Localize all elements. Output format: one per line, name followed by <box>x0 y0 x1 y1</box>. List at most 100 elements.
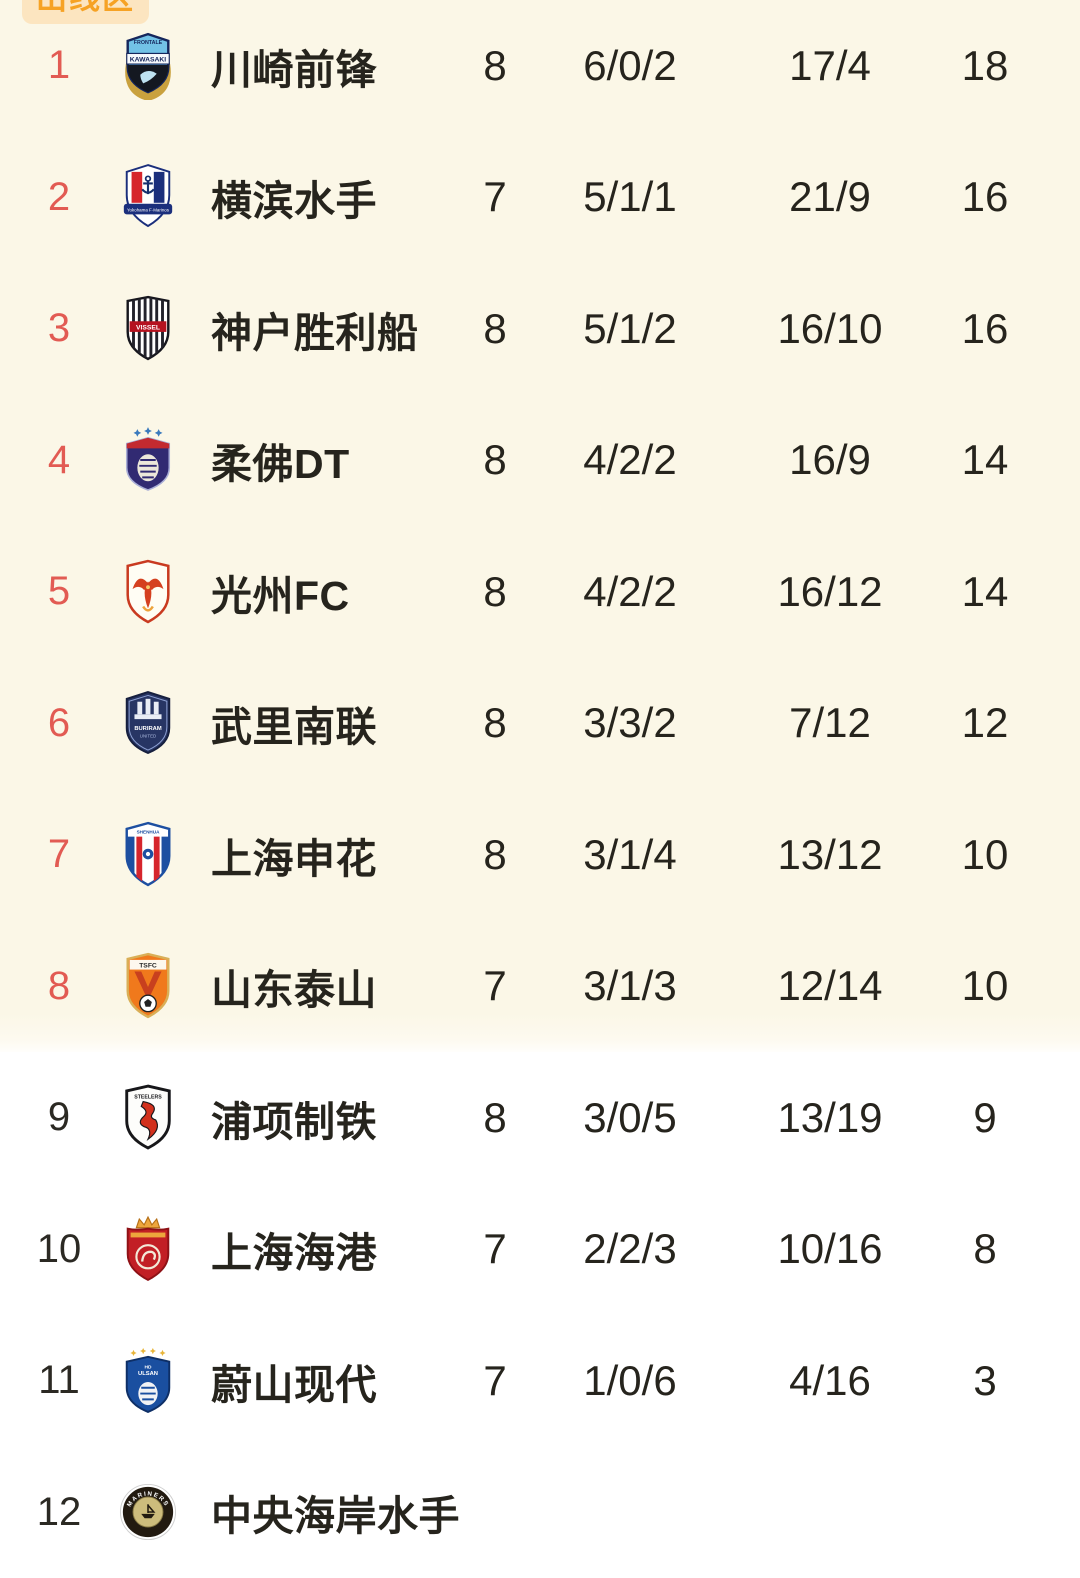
team-name: 上海申花 <box>178 825 450 885</box>
points: 16 <box>940 305 1030 353</box>
table-row[interactable]: 1 FRONTALE KAWASAKI 川崎前锋 8 6/0/2 17/4 18 <box>0 0 1080 132</box>
vissel-kobe-badge: VISSEL <box>118 295 178 363</box>
rank: 1 <box>0 43 118 88</box>
matches-played: 7 <box>450 962 540 1010</box>
points: 14 <box>940 436 1030 484</box>
win-draw-loss: 3/1/4 <box>540 831 720 879</box>
qualified-section: 出线区 1 FRONTALE KAWASAKI 川崎前锋 8 6/0/2 17/… <box>0 0 1080 1052</box>
table-row[interactable]: 4 柔佛DT 8 4/2/2 16/9 14 <box>0 395 1080 527</box>
goals-for-against: 16/12 <box>720 568 940 616</box>
johor-darul-tazim-badge <box>118 426 178 494</box>
goals-for-against: 16/9 <box>720 436 940 484</box>
pohang-steelers-badge-image: STEELERS <box>119 1084 177 1152</box>
rank: 6 <box>0 701 118 746</box>
svg-text:HD: HD <box>145 1364 152 1370</box>
win-draw-loss: 2/2/3 <box>540 1225 720 1273</box>
svg-text:Yokohama F·Marinos: Yokohama F·Marinos <box>127 208 170 213</box>
rank: 2 <box>0 175 118 220</box>
yokohama-f-marinos-badge: Yokohama F·Marinos <box>118 163 178 231</box>
shanghai-shenhua-badge: SHENHUA <box>118 821 178 889</box>
matches-played: 8 <box>450 831 540 879</box>
table-row[interactable]: 2 Yokohama F·Marinos 横滨水手 7 5/1/1 21/9 1… <box>0 132 1080 264</box>
matches-played: 8 <box>450 568 540 616</box>
gwangju-fc-badge-image <box>119 558 177 626</box>
goals-for-against: 10/16 <box>720 1225 940 1273</box>
rank: 5 <box>0 569 118 614</box>
shanghai-port-badge-image <box>119 1215 177 1283</box>
table-row[interactable]: 8 TSFC 山东泰山 7 3/1/3 12/14 10 <box>0 921 1080 1053</box>
yokohama-f-marinos-badge-image: Yokohama F·Marinos <box>119 163 177 231</box>
goals-for-against: 7/12 <box>720 699 940 747</box>
rank: 9 <box>0 1095 118 1140</box>
team-name: 柔佛DT <box>178 430 450 490</box>
lower-section: 9 STEELERS 浦项制铁 8 3/0/5 13/19 9 10 <box>0 1052 1080 1578</box>
qualification-zone-badge: 出线区 <box>22 0 149 24</box>
points: 10 <box>940 831 1030 879</box>
svg-text:SHENHUA: SHENHUA <box>137 829 161 834</box>
team-name: 光州FC <box>178 562 450 622</box>
pohang-steelers-badge: STEELERS <box>118 1084 178 1152</box>
buriram-united-badge: BURIRAM UNITED <box>118 689 178 757</box>
matches-played: 8 <box>450 436 540 484</box>
win-draw-loss: 3/3/2 <box>540 699 720 747</box>
team-name: 中央海岸水手 <box>178 1482 450 1542</box>
win-draw-loss: 6/0/2 <box>540 42 720 90</box>
vissel-kobe-badge-image: VISSEL <box>119 295 177 363</box>
rank: 8 <box>0 964 118 1009</box>
points: 16 <box>940 173 1030 221</box>
table-row[interactable]: 3 VISSEL 神户胜利船 8 5/1/2 16/10 16 <box>0 263 1080 395</box>
win-draw-loss: 5/1/2 <box>540 305 720 353</box>
points: 18 <box>940 42 1030 90</box>
table-row[interactable]: 9 STEELERS 浦项制铁 8 3/0/5 13/19 9 <box>0 1052 1080 1184</box>
points: 8 <box>940 1225 1030 1273</box>
table-row[interactable]: 11 HD ULSAN 蔚山现代 7 1/0/ <box>0 1315 1080 1447</box>
kawasaki-frontale-badge: FRONTALE KAWASAKI <box>118 32 178 100</box>
goals-for-against: 13/12 <box>720 831 940 879</box>
svg-text:TSFC: TSFC <box>139 963 157 970</box>
rank: 11 <box>0 1358 118 1403</box>
goals-for-against: 21/9 <box>720 173 940 221</box>
table-row[interactable]: 12 MARINERS 中央海岸水手 <box>0 1447 1080 1578</box>
shanghai-shenhua-badge-image: SHENHUA <box>119 821 177 889</box>
svg-text:STEELERS: STEELERS <box>134 1094 162 1100</box>
svg-text:KAWASAKI: KAWASAKI <box>130 56 167 63</box>
svg-text:VISSEL: VISSEL <box>136 324 160 331</box>
goals-for-against: 12/14 <box>720 962 940 1010</box>
team-name: 山东泰山 <box>178 956 450 1016</box>
matches-played: 8 <box>450 305 540 353</box>
win-draw-loss: 4/2/2 <box>540 568 720 616</box>
buriram-united-badge-image: BURIRAM UNITED <box>119 689 177 757</box>
table-row[interactable]: 5 光州FC 8 4/2/2 16/12 14 <box>0 526 1080 658</box>
table-row[interactable]: 10 上海海港 7 2/2/3 10/16 8 <box>0 1184 1080 1316</box>
team-name: 蔚山现代 <box>178 1351 450 1411</box>
points: 12 <box>940 699 1030 747</box>
svg-text:UNITED: UNITED <box>140 734 157 739</box>
rank: 3 <box>0 306 118 351</box>
goals-for-against: 4/16 <box>720 1357 940 1405</box>
team-name: 川崎前锋 <box>178 36 450 96</box>
matches-played: 8 <box>450 1094 540 1142</box>
matches-played: 7 <box>450 1225 540 1273</box>
ulsan-hd-badge: HD ULSAN <box>118 1347 178 1415</box>
team-name: 上海海港 <box>178 1219 450 1279</box>
team-name: 浦项制铁 <box>178 1088 450 1148</box>
matches-played: 7 <box>450 173 540 221</box>
central-coast-mariners-badge: MARINERS <box>118 1478 178 1546</box>
rank: 7 <box>0 832 118 877</box>
points: 14 <box>940 568 1030 616</box>
shanghai-port-badge <box>118 1215 178 1283</box>
win-draw-loss: 5/1/1 <box>540 173 720 221</box>
table-row[interactable]: 6 BURIRAM UNITED 武里南联 8 3/3/2 7/12 12 <box>0 658 1080 790</box>
rank: 4 <box>0 438 118 483</box>
goals-for-against: 16/10 <box>720 305 940 353</box>
team-name: 武里南联 <box>178 693 450 753</box>
rank: 10 <box>0 1227 118 1272</box>
table-row[interactable]: 7 SHENHUA 上海申花 8 3/1/4 <box>0 789 1080 921</box>
shandong-taishan-badge-image: TSFC <box>119 952 177 1020</box>
central-coast-mariners-badge-image: MARINERS <box>119 1483 177 1541</box>
win-draw-loss: 4/2/2 <box>540 436 720 484</box>
johor-darul-tazim-badge-image <box>119 426 177 494</box>
svg-text:ULSAN: ULSAN <box>138 1371 158 1377</box>
matches-played: 8 <box>450 42 540 90</box>
